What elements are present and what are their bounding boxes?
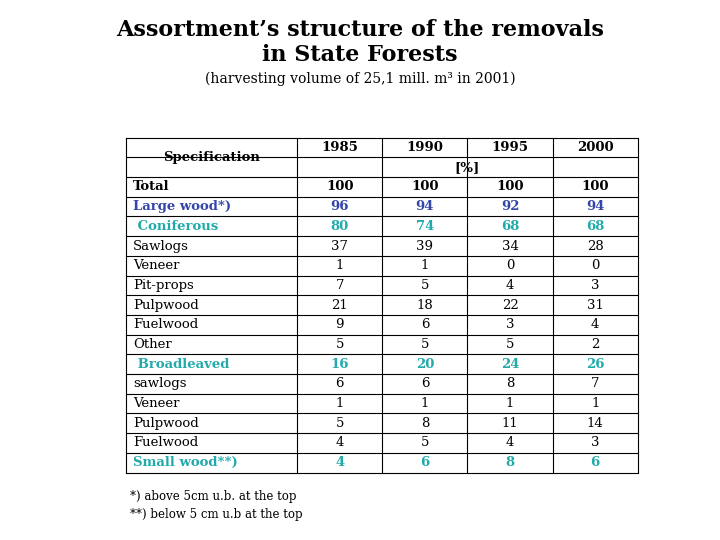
Text: 1995: 1995 bbox=[492, 141, 528, 154]
Text: 31: 31 bbox=[587, 299, 603, 312]
Text: 68: 68 bbox=[586, 220, 604, 233]
Text: 0: 0 bbox=[591, 259, 599, 272]
Text: 8: 8 bbox=[505, 456, 515, 469]
Text: 94: 94 bbox=[415, 200, 434, 213]
Text: 22: 22 bbox=[502, 299, 518, 312]
Text: 3: 3 bbox=[505, 318, 514, 332]
Text: Small wood**): Small wood**) bbox=[133, 456, 238, 469]
Text: 5: 5 bbox=[420, 279, 429, 292]
Text: 6: 6 bbox=[420, 456, 430, 469]
Text: 18: 18 bbox=[417, 299, 433, 312]
Text: *) above 5cm u.b. at the top: *) above 5cm u.b. at the top bbox=[130, 490, 296, 503]
Text: Other: Other bbox=[133, 338, 172, 351]
Text: Fuelwood: Fuelwood bbox=[133, 318, 199, 332]
Text: 8: 8 bbox=[420, 417, 429, 430]
Text: 74: 74 bbox=[415, 220, 434, 233]
Text: 4: 4 bbox=[336, 456, 344, 469]
Text: 7: 7 bbox=[591, 377, 600, 390]
Text: Large wood*): Large wood*) bbox=[133, 200, 231, 213]
Text: 1: 1 bbox=[336, 259, 344, 272]
Text: 1: 1 bbox=[420, 259, 429, 272]
Text: 6: 6 bbox=[420, 377, 429, 390]
Text: 5: 5 bbox=[420, 338, 429, 351]
Text: 34: 34 bbox=[502, 240, 518, 253]
Text: Coniferous: Coniferous bbox=[133, 220, 218, 233]
Text: 2000: 2000 bbox=[577, 141, 613, 154]
Text: 4: 4 bbox=[506, 436, 514, 449]
Text: in State Forests: in State Forests bbox=[262, 44, 458, 66]
Text: 6: 6 bbox=[420, 318, 429, 332]
Text: 4: 4 bbox=[336, 436, 344, 449]
Text: Total: Total bbox=[133, 180, 170, 193]
Text: 5: 5 bbox=[506, 338, 514, 351]
Text: 96: 96 bbox=[330, 200, 349, 213]
Text: 26: 26 bbox=[586, 357, 604, 370]
Text: Veneer: Veneer bbox=[133, 259, 180, 272]
Text: Sawlogs: Sawlogs bbox=[133, 240, 189, 253]
Text: 5: 5 bbox=[420, 436, 429, 449]
Text: 1: 1 bbox=[336, 397, 344, 410]
Text: 5: 5 bbox=[336, 417, 344, 430]
Text: 0: 0 bbox=[506, 259, 514, 272]
Text: 39: 39 bbox=[416, 240, 433, 253]
Text: 20: 20 bbox=[415, 357, 434, 370]
Text: 100: 100 bbox=[411, 180, 438, 193]
Text: Veneer: Veneer bbox=[133, 397, 180, 410]
Text: 1990: 1990 bbox=[407, 141, 444, 154]
Text: 3: 3 bbox=[591, 436, 600, 449]
Text: 80: 80 bbox=[330, 220, 349, 233]
Text: (harvesting volume of 25,1 mill. m³ in 2001): (harvesting volume of 25,1 mill. m³ in 2… bbox=[204, 71, 516, 86]
Text: 100: 100 bbox=[496, 180, 523, 193]
Text: 16: 16 bbox=[330, 357, 349, 370]
Text: 3: 3 bbox=[591, 279, 600, 292]
Text: sawlogs: sawlogs bbox=[133, 377, 186, 390]
Text: 7: 7 bbox=[336, 279, 344, 292]
Text: 1: 1 bbox=[420, 397, 429, 410]
Text: Fuelwood: Fuelwood bbox=[133, 436, 199, 449]
Text: 21: 21 bbox=[331, 299, 348, 312]
Text: Assortment’s structure of the removals: Assortment’s structure of the removals bbox=[116, 19, 604, 41]
Text: 2: 2 bbox=[591, 338, 599, 351]
Text: Broadleaved: Broadleaved bbox=[133, 357, 230, 370]
Text: 4: 4 bbox=[506, 279, 514, 292]
Text: Specification: Specification bbox=[163, 151, 260, 164]
Text: 11: 11 bbox=[502, 417, 518, 430]
Text: 1: 1 bbox=[591, 397, 599, 410]
Text: [%]: [%] bbox=[455, 161, 480, 174]
Text: 68: 68 bbox=[501, 220, 519, 233]
Text: 14: 14 bbox=[587, 417, 603, 430]
Text: 6: 6 bbox=[590, 456, 600, 469]
Text: 37: 37 bbox=[331, 240, 348, 253]
Text: Pit-props: Pit-props bbox=[133, 279, 194, 292]
Text: 4: 4 bbox=[591, 318, 599, 332]
Text: 24: 24 bbox=[501, 357, 519, 370]
Text: 9: 9 bbox=[336, 318, 344, 332]
Text: 8: 8 bbox=[506, 377, 514, 390]
Text: 5: 5 bbox=[336, 338, 344, 351]
Text: 1: 1 bbox=[506, 397, 514, 410]
Text: 100: 100 bbox=[326, 180, 354, 193]
Text: Pulpwood: Pulpwood bbox=[133, 299, 199, 312]
Text: 92: 92 bbox=[501, 200, 519, 213]
Text: **) below 5 cm u.b at the top: **) below 5 cm u.b at the top bbox=[130, 508, 302, 521]
Text: 94: 94 bbox=[586, 200, 604, 213]
Text: 1985: 1985 bbox=[321, 141, 359, 154]
Text: 6: 6 bbox=[336, 377, 344, 390]
Text: 28: 28 bbox=[587, 240, 603, 253]
Text: 100: 100 bbox=[582, 180, 609, 193]
Text: Pulpwood: Pulpwood bbox=[133, 417, 199, 430]
